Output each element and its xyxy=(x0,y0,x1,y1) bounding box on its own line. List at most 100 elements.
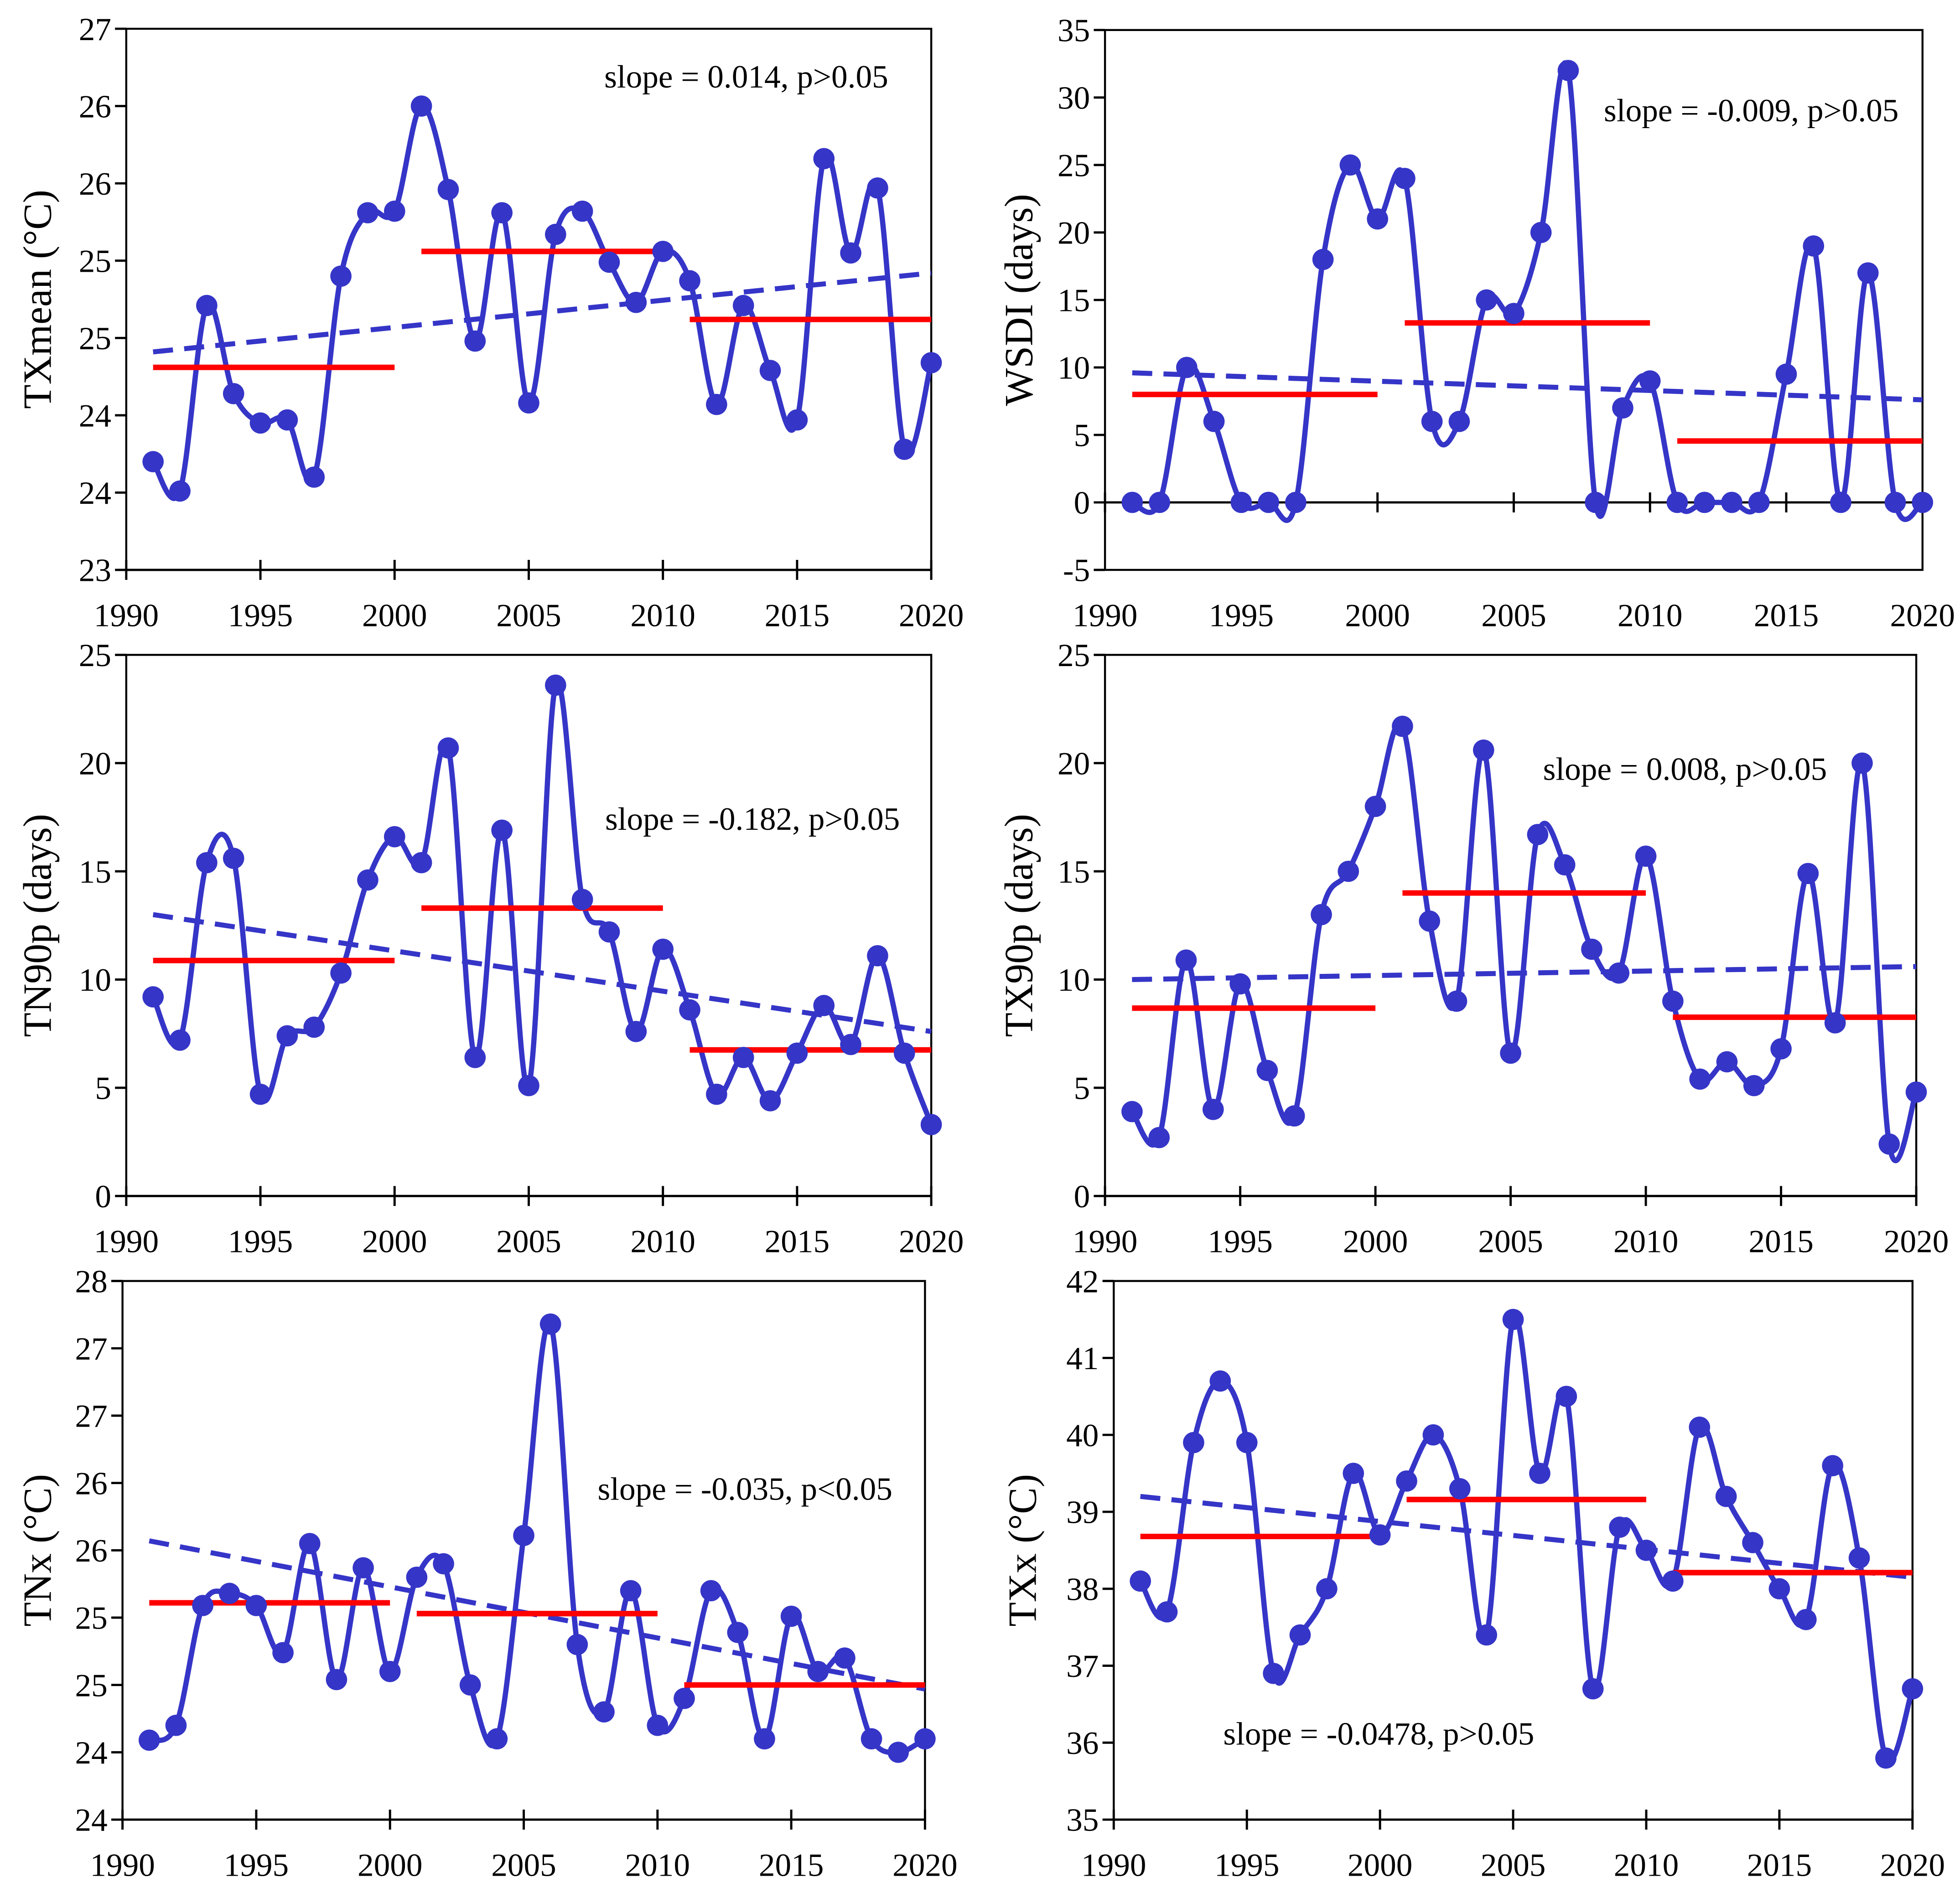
data-point xyxy=(326,1669,347,1691)
y-tick-label: 30 xyxy=(1058,80,1090,116)
data-point xyxy=(1557,60,1579,81)
data-point xyxy=(1229,973,1251,995)
y-tick-label: 25 xyxy=(1058,148,1090,184)
x-tick-label: 2015 xyxy=(1748,1224,1814,1260)
data-point xyxy=(593,1701,615,1723)
data-point xyxy=(1500,1042,1521,1064)
data-point xyxy=(620,1580,642,1602)
x-tick-label: 2000 xyxy=(1348,1847,1412,1883)
data-point xyxy=(700,1580,722,1602)
y-tick-label: 35 xyxy=(1066,1802,1099,1838)
trend-line xyxy=(1140,1494,1913,1580)
data-point xyxy=(1848,1547,1870,1569)
data-point xyxy=(218,1583,240,1604)
data-point xyxy=(1830,491,1851,513)
data-point xyxy=(1554,854,1576,876)
data-point xyxy=(1316,1578,1338,1600)
slope-annotation: slope = -0.035, p<0.05 xyxy=(597,1471,892,1507)
x-tick-label: 1995 xyxy=(1209,597,1274,633)
data-point xyxy=(192,1595,213,1616)
data-point xyxy=(706,393,727,415)
y-tick-label: 25 xyxy=(75,1667,107,1703)
data-point xyxy=(142,986,164,1008)
data-point xyxy=(1502,1309,1524,1330)
data-point xyxy=(1203,1099,1224,1120)
y-axis-label: TN90p (days) xyxy=(16,814,60,1037)
data-point xyxy=(1689,1417,1711,1438)
data-point xyxy=(1121,1101,1143,1122)
data-point xyxy=(861,1728,882,1750)
data-point xyxy=(196,295,218,316)
data-point xyxy=(1396,1470,1417,1492)
y-tick-label: 27 xyxy=(75,1331,107,1367)
data-point xyxy=(1148,1127,1170,1148)
data-point xyxy=(834,1647,856,1669)
y-tick-label: 24 xyxy=(79,475,111,511)
data-point xyxy=(330,962,352,984)
data-point xyxy=(353,1557,374,1579)
data-point xyxy=(539,1313,561,1335)
data-point xyxy=(813,148,835,170)
data-point xyxy=(1473,739,1494,761)
data-point xyxy=(652,938,674,960)
y-axis-label: TXx (°C) xyxy=(1001,1474,1045,1627)
data-point xyxy=(813,995,835,1016)
trend-line xyxy=(153,270,932,355)
y-tick-label: 35 xyxy=(1058,13,1090,49)
data-point xyxy=(840,1034,861,1055)
data-point xyxy=(1476,1624,1497,1646)
slope-annotation: slope = -0.182, p>0.05 xyxy=(605,801,900,837)
data-point xyxy=(1912,491,1934,513)
x-tick-label: 2000 xyxy=(362,597,427,633)
data-point xyxy=(1256,1060,1278,1081)
data-point xyxy=(920,352,942,373)
y-tick-label: 26 xyxy=(79,166,111,202)
y-tick-label: 26 xyxy=(75,1465,107,1501)
panel-tn90p: 0 5 10 15 20 25 1990 1995 2000 2005 2010 2015 2020 TN… xyxy=(16,637,964,1260)
data-point xyxy=(1209,1370,1231,1392)
data-point xyxy=(245,1595,267,1616)
y-tick-label: 10 xyxy=(1058,350,1090,386)
x-tick-label: 1995 xyxy=(1208,1224,1272,1260)
data-point xyxy=(1902,1678,1924,1700)
x-tick-label: 2010 xyxy=(1614,1847,1679,1883)
x-tick-label: 2010 xyxy=(625,1847,690,1883)
data-point xyxy=(1770,1038,1792,1060)
x-tick-label: 2005 xyxy=(1481,1847,1545,1883)
x-tick-label: 1995 xyxy=(1214,1847,1280,1883)
x-tick-label: 1995 xyxy=(228,597,293,633)
data-point xyxy=(437,179,459,201)
data-point xyxy=(674,1687,695,1709)
data-point xyxy=(598,251,620,273)
data-point xyxy=(647,1715,669,1736)
trend-line xyxy=(1132,964,1917,982)
data-point xyxy=(1851,752,1873,774)
y-tick-label: 26 xyxy=(79,88,111,124)
y-tick-label: 25 xyxy=(1058,637,1090,673)
panel-tnx: 24 24 25 25 26 26 27 27 28 1990 1995 2000 2005 2010 20… xyxy=(16,1263,958,1883)
data-point xyxy=(706,1083,727,1105)
data-point xyxy=(1822,1455,1843,1476)
data-point xyxy=(1527,824,1549,845)
x-tick-label: 1990 xyxy=(94,1224,159,1260)
slope-annotation: slope = 0.008, p>0.05 xyxy=(1543,751,1827,787)
data-point xyxy=(1175,949,1197,971)
data-point xyxy=(433,1553,454,1575)
data-point xyxy=(545,223,566,245)
data-point xyxy=(1203,411,1225,432)
data-point xyxy=(1338,860,1359,882)
data-point xyxy=(786,1042,808,1064)
data-point xyxy=(732,1047,754,1068)
data-point xyxy=(491,819,513,841)
data-point xyxy=(384,826,405,848)
data-point xyxy=(893,1042,915,1064)
y-tick-label: 5 xyxy=(95,1071,111,1107)
y-axis-label: TNx (°C) xyxy=(16,1474,60,1627)
y-tick-label: 0 xyxy=(1074,1179,1090,1215)
x-tick-label: 1990 xyxy=(90,1847,155,1883)
data-point xyxy=(299,1533,321,1554)
data-point xyxy=(807,1660,829,1682)
x-tick-label: 2000 xyxy=(362,1224,427,1260)
x-tick-label: 2015 xyxy=(1754,597,1819,633)
y-tick-label: 25 xyxy=(75,1600,107,1636)
